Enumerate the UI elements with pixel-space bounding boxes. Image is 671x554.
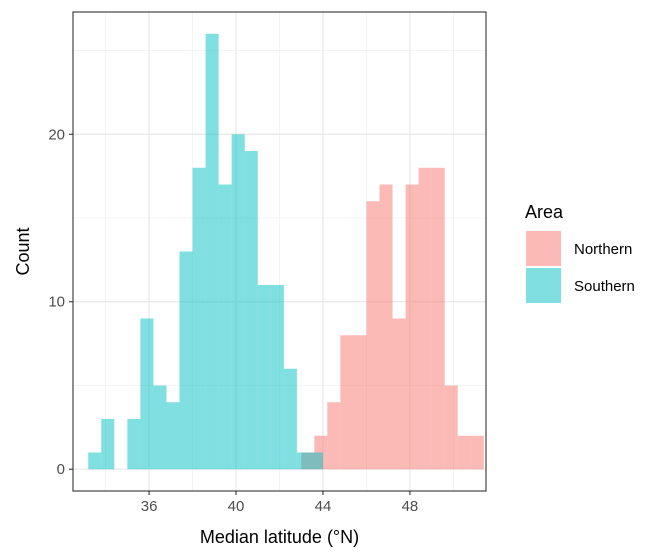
- panel-border: [72, 11, 487, 492]
- legend-key-southern: [526, 268, 561, 303]
- bar-southern: [296, 452, 310, 470]
- y-tick-label: 10: [48, 294, 65, 311]
- bar-southern: [283, 368, 297, 470]
- axes: 36 40 44 48 0 10 20: [48, 126, 418, 515]
- bar-southern: [309, 452, 323, 470]
- bar-northern: [340, 335, 354, 470]
- y-tick-label: 20: [48, 126, 65, 143]
- bar-northern: [327, 402, 341, 470]
- bar-southern: [218, 184, 232, 470]
- legend-label-northern: Northern: [574, 241, 632, 258]
- legend-title: Area: [525, 202, 564, 222]
- bar-northern: [405, 184, 419, 470]
- x-axis-title: Median latitude (°N): [200, 527, 359, 547]
- legend-key-northern: [526, 231, 561, 266]
- bar-southern: [231, 134, 245, 470]
- bar-southern: [166, 402, 180, 470]
- bar-northern: [457, 435, 471, 470]
- bar-southern: [270, 284, 284, 470]
- bar-southern: [257, 284, 271, 470]
- bar-southern: [140, 318, 154, 470]
- bars: [88, 33, 484, 470]
- x-tick-label: 36: [141, 498, 158, 515]
- bar-southern: [153, 385, 167, 470]
- x-tick-label: 48: [402, 498, 419, 515]
- bar-northern: [470, 435, 484, 470]
- x-tick-label: 40: [228, 498, 245, 515]
- bar-northern: [353, 335, 367, 470]
- bar-northern: [379, 184, 393, 470]
- bar-northern: [431, 167, 445, 470]
- bar-southern: [244, 151, 258, 470]
- bar-southern: [127, 418, 141, 470]
- x-tick-label: 44: [315, 498, 332, 515]
- bar-southern: [88, 452, 102, 470]
- bar-northern: [444, 385, 458, 470]
- bar-southern: [179, 251, 193, 470]
- legend-label-southern: Southern: [574, 278, 635, 295]
- bar-southern: [192, 167, 206, 470]
- bar-northern: [418, 167, 432, 470]
- legend: Area Northern Southern: [525, 202, 635, 304]
- y-axis-title: Count: [13, 227, 33, 275]
- bar-northern: [366, 201, 380, 470]
- bar-northern: [392, 318, 406, 470]
- bar-southern: [101, 418, 115, 470]
- bar-southern: [205, 33, 219, 470]
- y-tick-label: 0: [57, 461, 65, 478]
